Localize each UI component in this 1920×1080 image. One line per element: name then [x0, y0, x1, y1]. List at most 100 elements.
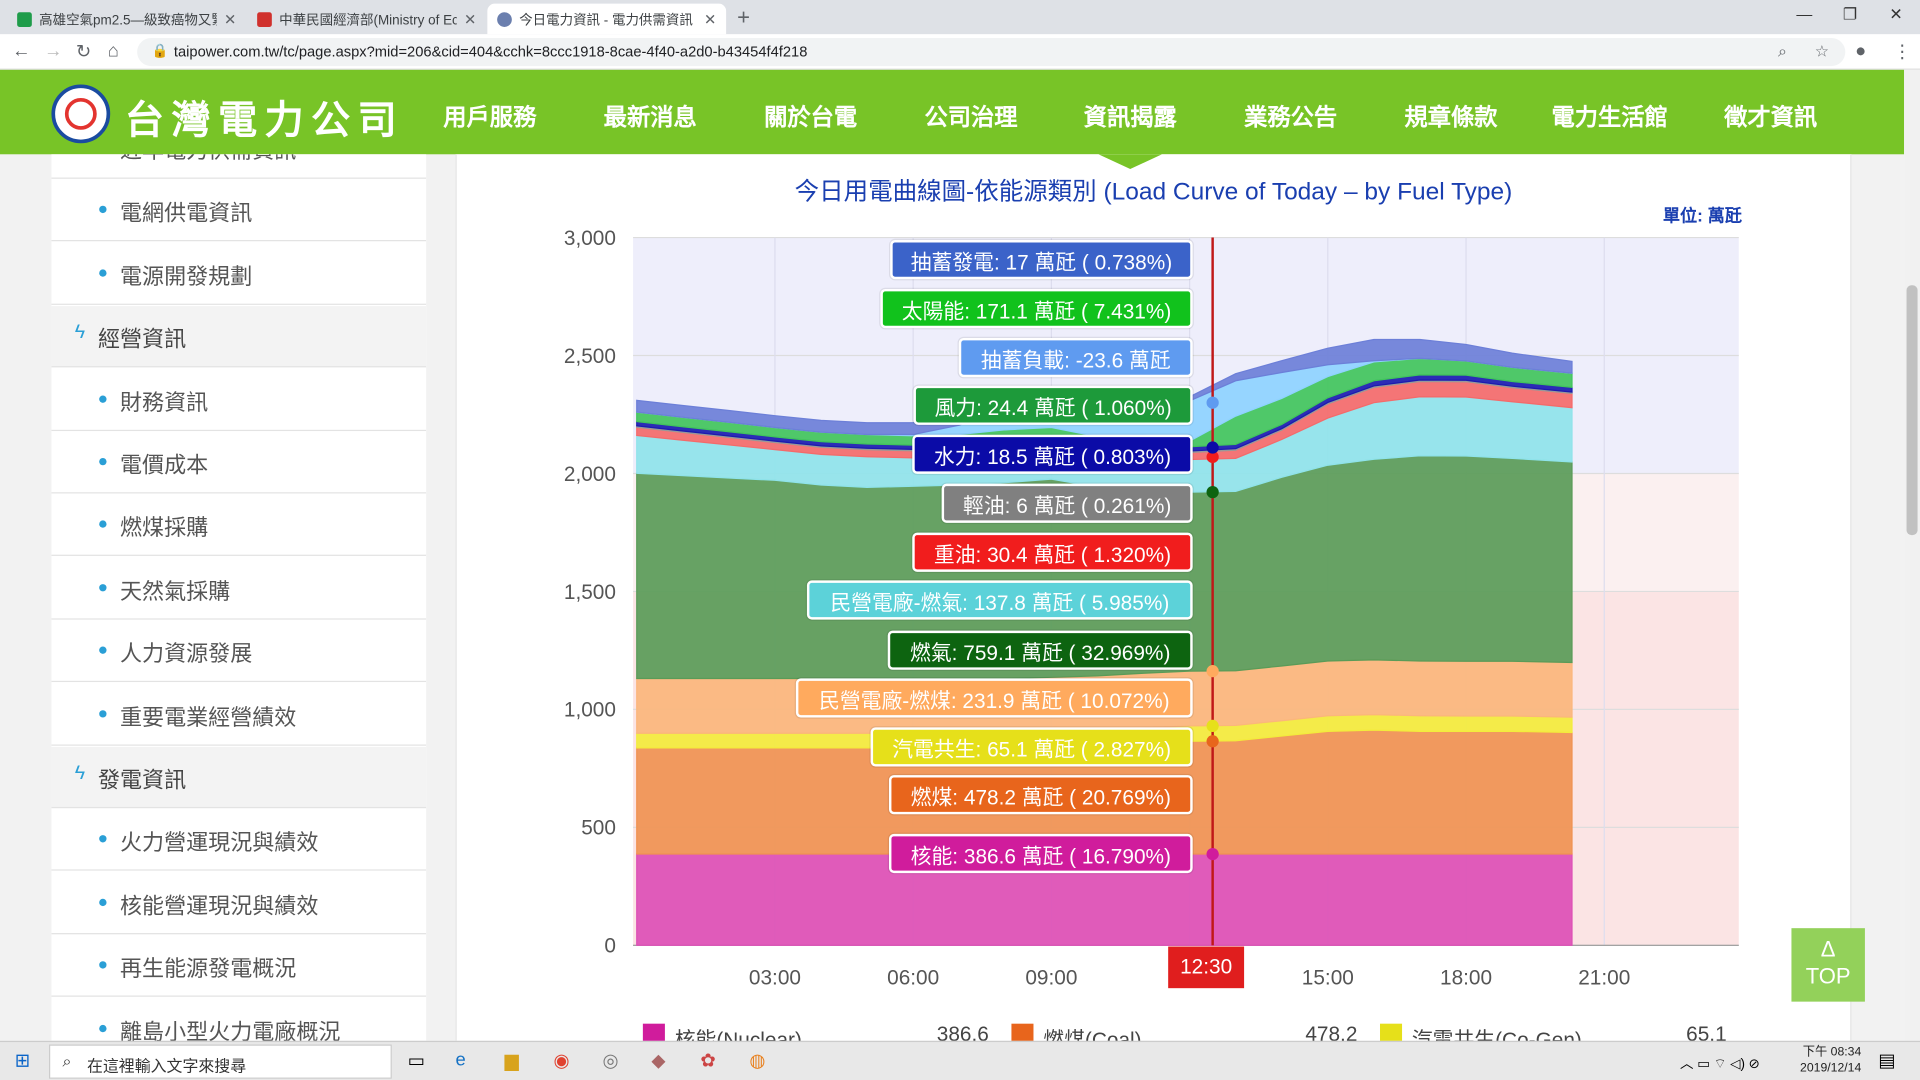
bullet-icon: [99, 835, 107, 843]
sidebar-section-header[interactable]: ϟ 發電資訊: [51, 746, 427, 809]
nav-governance[interactable]: 公司治理: [924, 105, 1018, 132]
nav-customer-service[interactable]: 用戶服務: [443, 105, 537, 132]
sidebar-item[interactable]: 財務資訊: [51, 369, 427, 431]
back-icon[interactable]: ←: [12, 40, 31, 62]
bullet-icon: [99, 206, 107, 214]
x-tick-label: 18:00: [1440, 966, 1492, 989]
browser-tab[interactable]: 高雄空氣pm2.5—級致癌物又緊... ✕: [7, 4, 246, 35]
sidebar-item[interactable]: 天然氣採購: [51, 558, 427, 620]
bullet-icon: [99, 457, 107, 466]
minimize-icon[interactable]: —: [1796, 4, 1813, 24]
back-to-top-label: TOP: [1805, 963, 1851, 989]
chart-tooltip: 燃煤: 478.2 萬瓩 ( 20.769%): [888, 775, 1193, 815]
zoom-icon[interactable]: ⌕: [1777, 41, 1787, 61]
chart-tooltip: 重油: 30.4 萬瓩 ( 1.320%): [912, 532, 1193, 572]
sidebar-item[interactable]: 人力資源發展: [51, 621, 427, 683]
forward-icon[interactable]: →: [44, 40, 63, 62]
chart-tooltip: 民營電廠-燃氣: 137.8 萬瓩 ( 5.985%): [806, 580, 1193, 620]
edge-icon[interactable]: e: [455, 1049, 466, 1071]
nav-careers[interactable]: 徵才資訊: [1724, 105, 1818, 132]
tab-favicon-icon: [17, 11, 32, 27]
x-tick-label: 06:00: [887, 966, 939, 989]
taskbar-search-input[interactable]: ⌕ 在這裡輸入文字來搜尋: [48, 1044, 392, 1079]
sidebar-item[interactable]: 再生能源發電概況: [51, 936, 427, 997]
site-logo-text[interactable]: 台灣電力公司: [124, 96, 405, 144]
chart-tooltip: 太陽能: 171.1 萬瓩 ( 7.431%): [880, 288, 1193, 329]
scrollbar-thumb[interactable]: [1906, 285, 1918, 536]
nav-about[interactable]: 關於台電: [764, 105, 858, 132]
legend-swatch[interactable]: [1011, 1023, 1034, 1044]
sidebar-item-label: 再生能源發電概況: [120, 956, 297, 982]
sidebar-item[interactable]: 電價成本: [51, 432, 427, 494]
legend-swatch[interactable]: [642, 1023, 665, 1044]
sidebar-item[interactable]: 核能營運現況與績效: [51, 873, 427, 935]
bullet-icon: [99, 520, 107, 529]
hover-marker: [1206, 719, 1219, 733]
system-tray-icons[interactable]: ︿ ▭ ⌔ ◁) ⊘: [1680, 1056, 1760, 1072]
chart-tooltip: 輕油: 6 萬瓩 ( 0.261%): [941, 483, 1193, 523]
sidebar-section-header[interactable]: ϟ 經營資訊: [51, 306, 427, 368]
sidebar-item[interactable]: 電源開發規劃: [51, 243, 427, 305]
sidebar-item[interactable]: 近年電力供需資訊: [51, 154, 427, 179]
taipower-logo-icon[interactable]: [51, 84, 111, 144]
y-tick-label: 1,500: [564, 581, 616, 604]
app-icon[interactable]: ✿: [700, 1050, 716, 1072]
sidebar-item-label: 火力營運現況與績效: [120, 830, 319, 856]
bullet-icon: [99, 395, 107, 403]
windows-start-icon[interactable]: ⊞: [14, 1050, 31, 1072]
sidebar-item-label: 人力資源發展: [120, 641, 253, 667]
sidebar-item[interactable]: 燃煤採購: [51, 495, 427, 557]
sidebar-item[interactable]: 電網供電資訊: [51, 180, 427, 242]
nav-regulations[interactable]: 規章條款: [1404, 105, 1498, 132]
back-to-top-button[interactable]: Δ TOP: [1791, 928, 1865, 1002]
app-icon[interactable]: ◎: [602, 1050, 619, 1072]
nav-announcements[interactable]: 業務公告: [1244, 105, 1338, 132]
chart-title: 今日用電曲線圖-依能源類別 (Load Curve of Today – by …: [794, 178, 1513, 206]
chart-tooltip: 抽蓄發電: 17 萬瓩 ( 0.738%): [890, 240, 1193, 280]
taskbar-clock[interactable]: 下午 08:34 2019/12/14: [1800, 1045, 1862, 1076]
chart-tooltip: 民營電廠-燃煤: 231.9 萬瓩 ( 10.072%): [795, 678, 1193, 718]
y-tick-label: 0: [604, 935, 616, 958]
reload-icon[interactable]: ↻: [75, 41, 92, 63]
legend-swatch[interactable]: [1380, 1023, 1403, 1044]
notification-icon[interactable]: ▤: [1878, 1050, 1896, 1072]
sidebar-item[interactable]: 重要電業經營績效: [51, 684, 427, 746]
sidebar-item[interactable]: 火力營運現況與績效: [51, 810, 427, 872]
bullet-icon: [99, 961, 107, 969]
address-bar[interactable]: 🔒 taipower.com.tw/tc/page.aspx?mid=206&c…: [137, 37, 1846, 67]
nav-latest-news[interactable]: 最新消息: [603, 105, 697, 132]
sidebar-item[interactable]: 離島小型火力電廠概況: [51, 999, 426, 1041]
y-tick-label: 2,000: [564, 463, 616, 486]
close-tab-icon[interactable]: ✕: [464, 10, 477, 28]
page-scrollbar[interactable]: [1904, 69, 1920, 1041]
nav-info-disclosure[interactable]: 資訊揭露: [1083, 105, 1177, 132]
file-explorer-icon[interactable]: ▆: [504, 1050, 519, 1072]
app-icon[interactable]: ◆: [651, 1050, 666, 1072]
profile-icon[interactable]: ●: [1855, 40, 1867, 62]
blender-icon[interactable]: ◍: [749, 1050, 766, 1072]
home-icon[interactable]: ⌂: [107, 40, 119, 62]
sidebar-item-label: 天然氣採購: [120, 578, 231, 604]
chrome-icon[interactable]: ◉: [553, 1050, 570, 1072]
browser-tab[interactable]: 中華民國經濟部(Ministry of Eco... ✕: [247, 4, 486, 35]
restore-icon[interactable]: ❐: [1842, 4, 1858, 24]
nav-power-life[interactable]: 電力生活館: [1551, 105, 1668, 132]
hover-marker: [1206, 665, 1219, 678]
close-tab-icon[interactable]: ✕: [224, 10, 237, 28]
task-view-icon[interactable]: ▭: [407, 1050, 426, 1072]
sidebar-item-label: 電網供電資訊: [120, 201, 253, 226]
x-tick-label: 15:00: [1302, 966, 1354, 989]
x-tick-label: 09:00: [1025, 966, 1077, 989]
close-window-icon[interactable]: ✕: [1889, 4, 1903, 24]
close-tab-icon[interactable]: ✕: [704, 10, 717, 28]
bookmark-star-icon[interactable]: ☆: [1814, 41, 1829, 61]
browser-tab-active[interactable]: 今日電力資訊 - 電力供需資訊 - 台... ✕: [487, 3, 727, 35]
lightning-icon: ϟ: [74, 762, 86, 784]
sidebar-item-label: 燃煤採購: [120, 515, 209, 541]
hover-marker: [1206, 847, 1219, 861]
new-tab-icon[interactable]: +: [737, 4, 751, 30]
chart-tooltip: 燃氣: 759.1 萬瓩 ( 32.969%): [887, 630, 1193, 670]
hover-marker: [1206, 450, 1219, 464]
x-tick-label: 03:00: [749, 966, 801, 989]
menu-icon[interactable]: ⋮: [1893, 41, 1912, 63]
